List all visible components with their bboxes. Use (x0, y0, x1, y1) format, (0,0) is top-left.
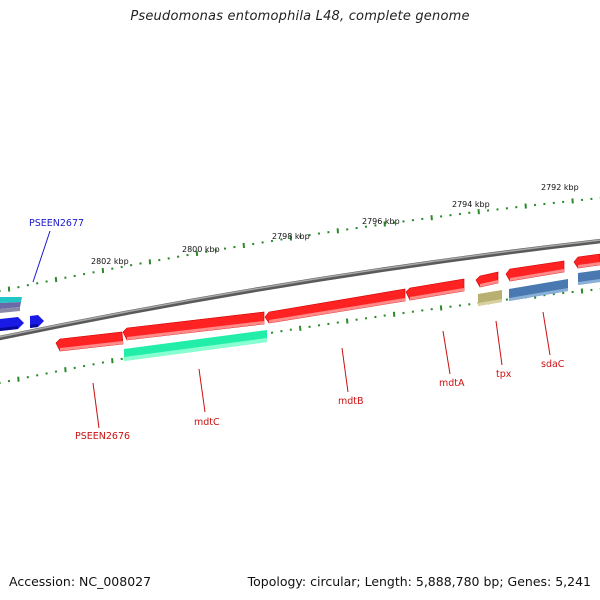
next-protein-feature[interactable] (578, 270, 600, 285)
gene-mdtc-arrow[interactable] (122, 311, 265, 341)
tick-label-2800: 2800 kbp (182, 245, 220, 254)
gene-pseen2677-arrow[interactable] (0, 315, 44, 331)
gene-label-sdac: sdaC (541, 359, 565, 370)
tick-labels: 2802 kbp 2800 kbp 2798 kbp 2796 kbp 2794… (91, 183, 579, 266)
genome-backbone (0, 238, 600, 341)
gene-labels: PSEEN2677 PSEEN2676 mdtC mdtB mdtA tpx s… (29, 218, 565, 442)
tpx-protein-feature[interactable] (478, 290, 502, 306)
gene-next-arrow[interactable] (573, 253, 600, 269)
accession-text: Accession: NC_008027 (9, 574, 152, 589)
gene-label-mdtb: mdtB (338, 396, 364, 407)
outer-tick-ring (0, 197, 600, 292)
gene-label-pseen2677: PSEEN2677 (29, 218, 84, 229)
gene-label-leaders (32, 230, 551, 429)
genome-summary-text: Topology: circular; Length: 5,888,780 bp… (247, 574, 591, 589)
sdac-protein-feature[interactable] (509, 279, 568, 301)
mdtc-protein-feature[interactable] (124, 330, 267, 361)
tick-label-2796: 2796 kbp (362, 217, 400, 226)
gene-pseen2676-arrow[interactable] (55, 331, 124, 352)
tick-label-2794: 2794 kbp (452, 200, 490, 209)
gene-label-pseen2676: PSEEN2676 (75, 431, 130, 442)
tick-label-2792: 2792 kbp (541, 183, 579, 192)
tick-label-2798: 2798 kbp (272, 232, 310, 241)
gene-tpx-arrow[interactable] (475, 271, 499, 288)
genome-backbone-highlight (0, 239, 600, 338)
gene-mdta-arrow[interactable] (405, 278, 465, 301)
gene-sdac-arrow[interactable] (505, 260, 565, 282)
gene-label-tpx: tpx (496, 369, 512, 380)
gene-mdtb-arrow[interactable] (264, 288, 406, 324)
gene-label-mdtc: mdtC (194, 417, 220, 428)
map-title: Pseudomonas entomophila L48, complete ge… (130, 9, 470, 24)
left-track-features (0, 297, 22, 313)
tick-label-2802: 2802 kbp (91, 257, 129, 266)
gene-label-mdta: mdtA (439, 378, 465, 389)
